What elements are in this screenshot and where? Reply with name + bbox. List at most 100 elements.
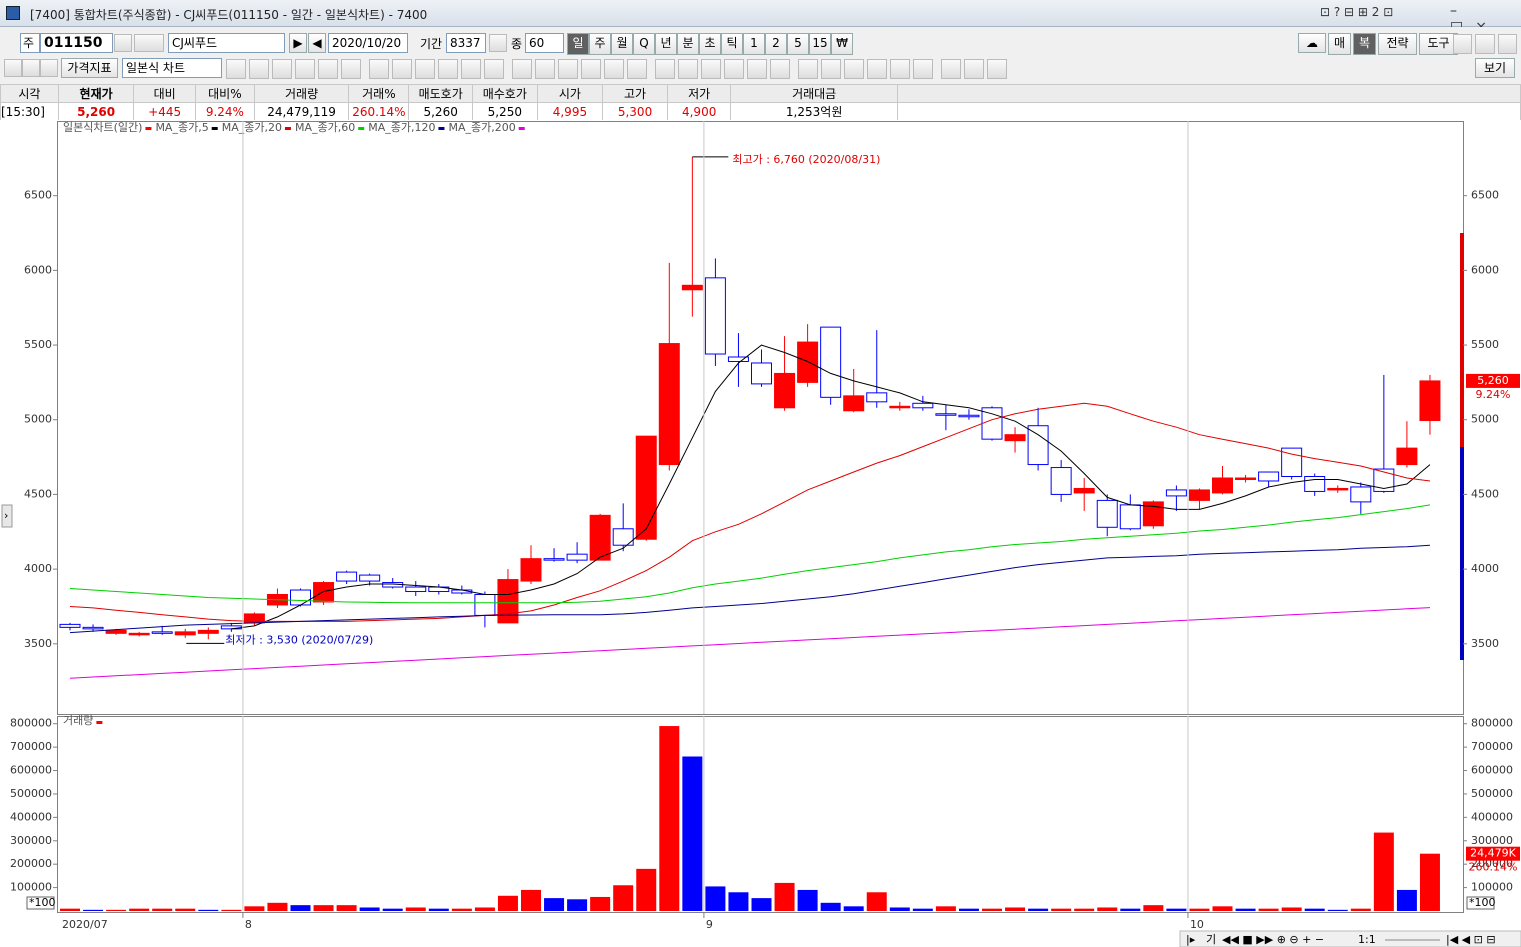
tool-icon[interactable]: [724, 59, 744, 79]
tool-icon[interactable]: [581, 59, 601, 79]
last-price-label: 5,260: [1477, 374, 1509, 387]
name-input[interactable]: CJ씨푸드: [168, 33, 285, 53]
moving-average-line: [69, 607, 1431, 679]
tool-icon[interactable]: [535, 59, 555, 79]
period-input[interactable]: 8337: [446, 33, 486, 53]
cloud-button[interactable]: ☁: [1298, 33, 1326, 53]
tool-icon[interactable]: [798, 59, 818, 79]
interval-button[interactable]: 초: [699, 33, 721, 55]
tool-icon[interactable]: [415, 59, 435, 79]
arrow-button[interactable]: [4, 59, 22, 77]
tool-icon[interactable]: [512, 59, 532, 79]
candle-body: [405, 586, 427, 593]
volume-bar: [1051, 908, 1072, 911]
interval-button[interactable]: 년: [655, 33, 677, 55]
tool-icon[interactable]: [770, 59, 790, 79]
tool-icon[interactable]: [627, 59, 647, 79]
candle-body: [912, 402, 934, 409]
tool-icon[interactable]: [821, 59, 841, 79]
sort-button[interactable]: [134, 34, 164, 52]
tool-icon[interactable]: [747, 59, 767, 79]
tool-icon[interactable]: [701, 59, 721, 79]
interval-button[interactable]: ₩: [831, 33, 853, 55]
candle-body: [820, 326, 842, 398]
playback-controls[interactable]: ◀◀ ■ ▶▶ ⊕ ⊖ + −: [1222, 933, 1324, 946]
tool-icon[interactable]: [318, 59, 338, 79]
y-tick-label: 4000: [24, 562, 52, 575]
y-tick-label: 800000: [10, 717, 52, 730]
tool-icon[interactable]: [461, 59, 481, 79]
tool-icon[interactable]: [655, 59, 675, 79]
interval-button[interactable]: 15: [809, 33, 831, 55]
bottom-button[interactable]: 기: [1206, 933, 1216, 946]
window-icons[interactable]: ⊡ ? ⊟ ⊞ 2 ⊡: [1320, 5, 1394, 19]
next-button[interactable]: ▶: [289, 33, 307, 53]
volume-bar: [1212, 906, 1233, 911]
indicator-button[interactable]: 가격지표: [61, 58, 118, 78]
interval-button[interactable]: 분: [677, 33, 699, 55]
bottom-button[interactable]: 1:1: [1358, 933, 1376, 946]
scroll-icon[interactable]: |▸: [1186, 933, 1196, 946]
search-button[interactable]: [114, 34, 132, 52]
market-select[interactable]: 주: [20, 33, 40, 53]
tool-icon[interactable]: [987, 59, 1007, 79]
toolbar-button[interactable]: 도구: [1419, 33, 1458, 55]
candle-body: [1258, 471, 1280, 482]
icon[interactable]: [1475, 34, 1495, 54]
quote-header: 매수호가: [471, 84, 538, 103]
tool-icon[interactable]: [226, 59, 246, 79]
code-input[interactable]: 011150: [40, 33, 113, 53]
edit-button[interactable]: [40, 59, 58, 77]
arrow-button[interactable]: [22, 59, 40, 77]
tool-icon[interactable]: [392, 59, 412, 79]
x-tick-label: 8: [245, 918, 252, 931]
side-tab-arrow[interactable]: ›: [4, 509, 8, 522]
y-tick-label: 300000: [10, 834, 52, 847]
toolbar-button[interactable]: 매: [1328, 33, 1351, 55]
toolbar-button[interactable]: 전략: [1378, 33, 1417, 55]
tool-icon[interactable]: [844, 59, 864, 79]
scroll-icons[interactable]: |◀ ◀ ⊡ ⊟: [1446, 933, 1496, 946]
legend-label: MA_종가,200: [448, 121, 515, 134]
chart-style-select[interactable]: 일본식 차트: [122, 58, 222, 78]
icon[interactable]: [1453, 34, 1473, 54]
candle-body: [105, 629, 127, 634]
tool-icon[interactable]: [941, 59, 961, 79]
view-button[interactable]: 보기: [1475, 58, 1515, 78]
tool-icon[interactable]: [558, 59, 578, 79]
icon[interactable]: [1497, 34, 1517, 54]
tool-icon[interactable]: [272, 59, 292, 79]
tool-icon[interactable]: [604, 59, 624, 79]
tool-icon[interactable]: [484, 59, 504, 79]
interval-button[interactable]: 5: [787, 33, 809, 55]
tool-icon[interactable]: [295, 59, 315, 79]
toolbar-button[interactable]: 복: [1353, 33, 1376, 55]
y-tick-label: 4500: [24, 487, 52, 500]
interval-button[interactable]: 2: [765, 33, 787, 55]
interval-button[interactable]: 주: [589, 33, 611, 55]
side-tab[interactable]: [1, 504, 13, 528]
tool-icon[interactable]: [678, 59, 698, 79]
tool-icon[interactable]: [964, 59, 984, 79]
date-input[interactable]: 2020/10/20: [328, 33, 408, 53]
y-tick-label: 300000: [1471, 834, 1513, 847]
tool-icon[interactable]: [890, 59, 910, 79]
interval-button[interactable]: 월: [611, 33, 633, 55]
candle-body: [566, 553, 588, 561]
tool-icon[interactable]: [341, 59, 361, 79]
tool-icon[interactable]: [438, 59, 458, 79]
tool-icon[interactable]: [249, 59, 269, 79]
prev-button[interactable]: ◀: [308, 33, 326, 53]
interval-button[interactable]: 1: [743, 33, 765, 55]
tool-icon[interactable]: [369, 59, 389, 79]
period-icon[interactable]: [489, 34, 507, 52]
candle-body: [151, 631, 173, 634]
tool-icon[interactable]: [913, 59, 933, 79]
interval-button[interactable]: 일: [567, 33, 589, 55]
count-input[interactable]: 60: [525, 33, 564, 53]
tool-icon[interactable]: [867, 59, 887, 79]
y-tick-label: 500000: [10, 787, 52, 800]
volume-bar: [544, 898, 565, 911]
interval-button[interactable]: Q: [633, 33, 655, 55]
interval-button[interactable]: 틱: [721, 33, 743, 55]
